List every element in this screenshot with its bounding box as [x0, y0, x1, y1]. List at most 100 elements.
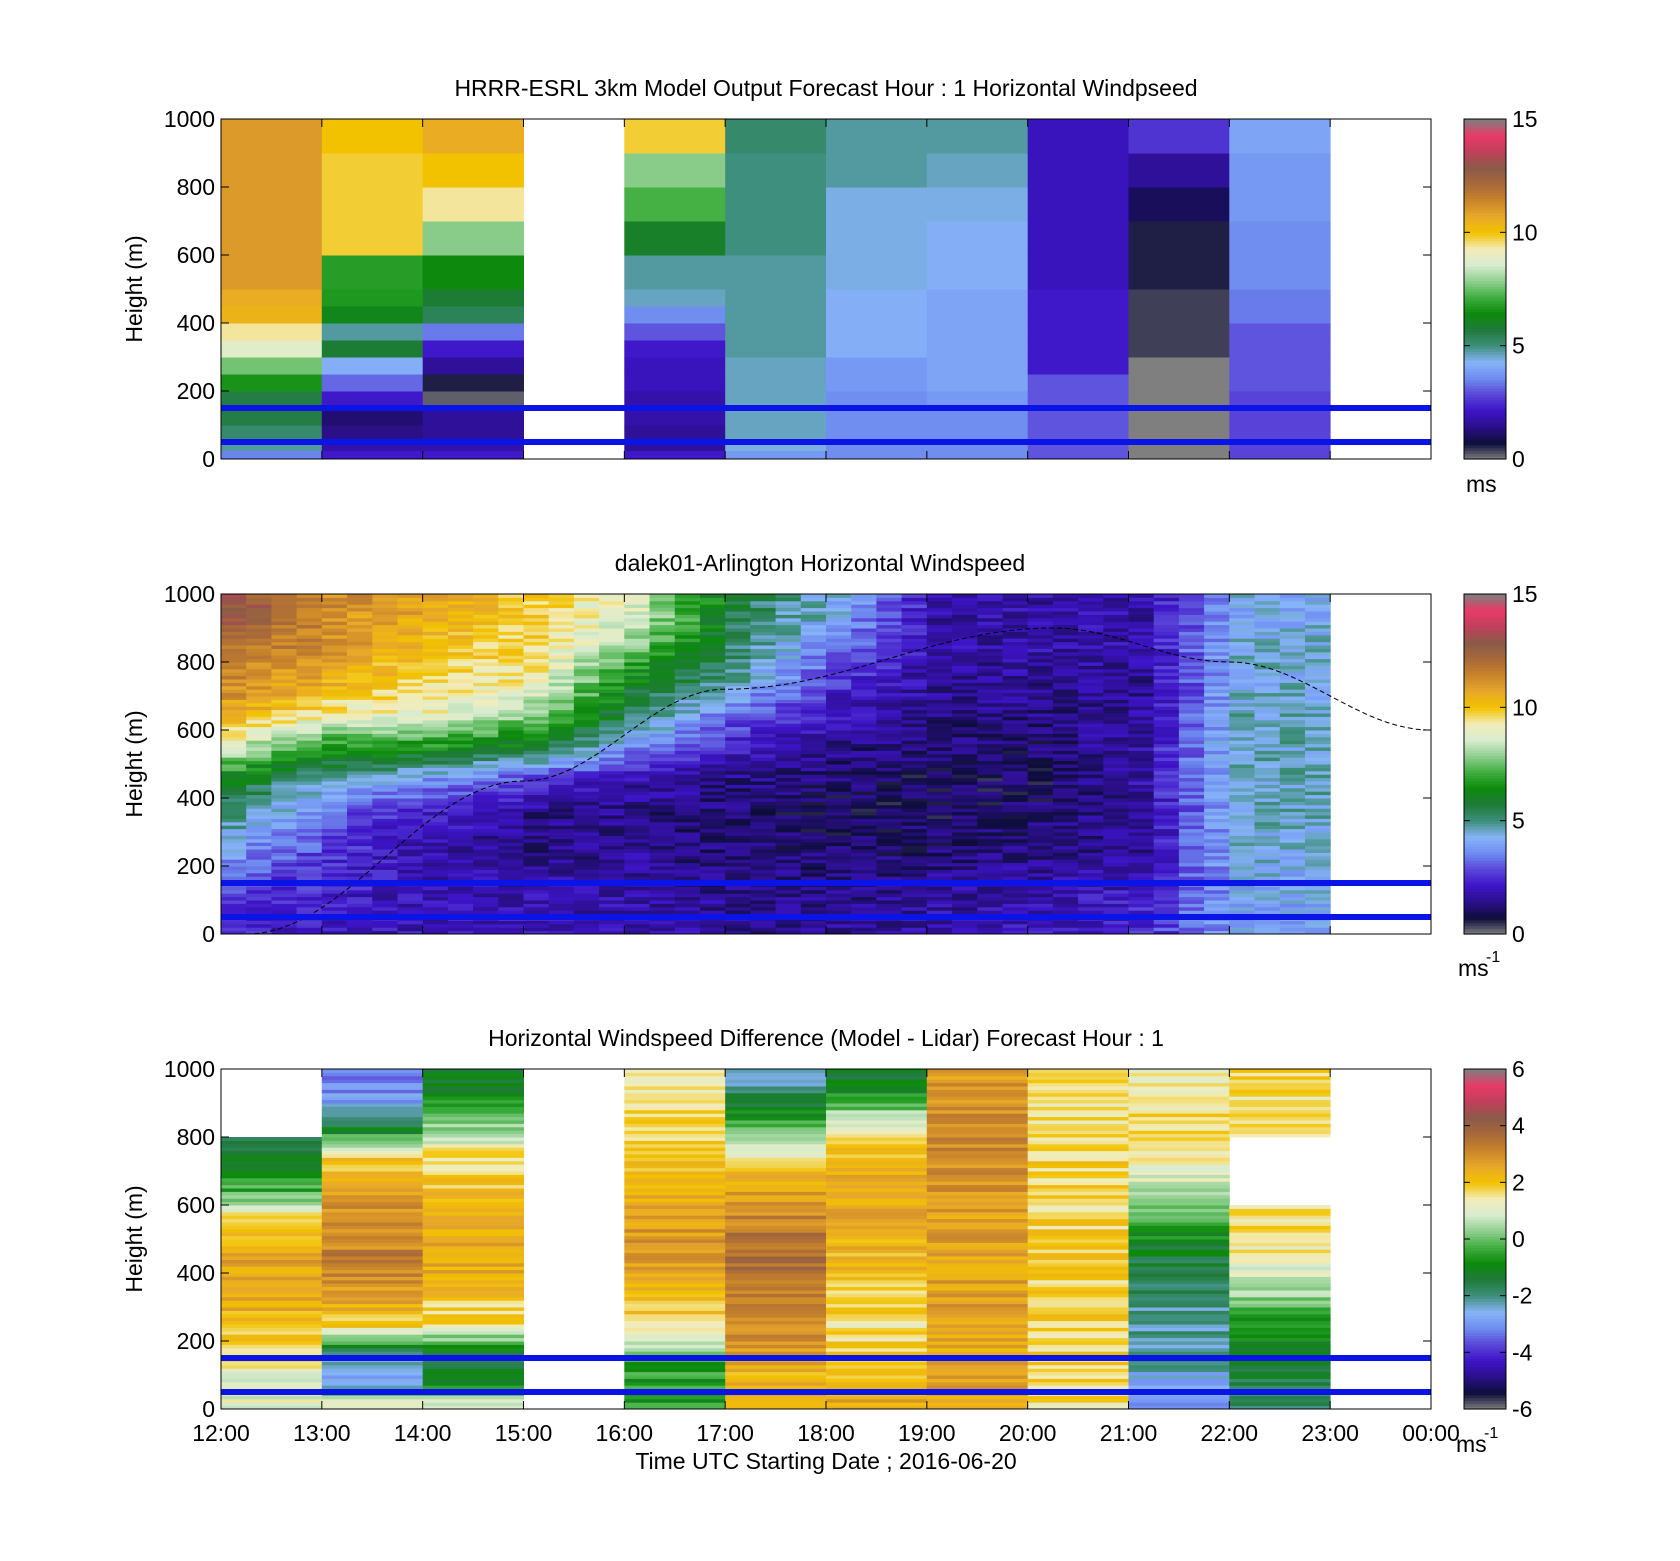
heatmap-cell — [548, 787, 575, 792]
heatmap-cell — [473, 821, 499, 826]
heatmap-cell — [1254, 774, 1281, 779]
heatmap-cell — [901, 699, 928, 704]
heatmap-cell — [271, 767, 298, 772]
heatmap-cell — [447, 641, 474, 646]
heatmap-cell — [397, 838, 424, 843]
heatmap-cell — [750, 910, 777, 915]
heatmap-cell — [649, 842, 676, 847]
heatmap-cell — [876, 838, 903, 843]
heatmap-cell — [1305, 658, 1331, 663]
heatmap-cell — [1305, 872, 1331, 877]
heatmap-cell — [1103, 631, 1129, 636]
colorbar-segment — [1464, 687, 1506, 691]
heatmap-cell — [347, 852, 373, 857]
heatmap-cell — [422, 621, 449, 626]
heatmap-cell — [321, 825, 348, 830]
heatmap-cell — [422, 794, 449, 799]
heatmap-cell — [271, 760, 298, 765]
heatmap-cell — [1254, 634, 1281, 639]
heatmap-cell — [700, 832, 726, 836]
heatmap-cell — [952, 889, 978, 894]
heatmap-cell — [800, 689, 827, 694]
heatmap-cell — [1153, 685, 1180, 690]
colorbar-segment — [1464, 616, 1506, 621]
heatmap-cell — [397, 645, 424, 649]
heatmap-cell — [1027, 740, 1054, 745]
heatmap-cell — [851, 617, 877, 622]
heatmap-cell — [901, 910, 928, 915]
heatmap-cell — [397, 651, 424, 656]
heatmap-cell — [1153, 692, 1180, 697]
boundary-layer-curve-path — [246, 627, 1431, 934]
heatmap-cell — [1229, 408, 1331, 426]
heatmap-cell — [548, 859, 575, 864]
panel-difference: Horizontal Windspeed Difference (Model -… — [121, 1025, 1533, 1474]
heatmap-cell — [347, 866, 373, 870]
heatmap-cell — [1103, 628, 1129, 632]
heatmap-cell — [926, 760, 953, 765]
heatmap-cell — [599, 764, 625, 768]
heatmap-cell — [1153, 638, 1180, 643]
heatmap-cell — [599, 791, 625, 796]
heatmap-cell — [826, 923, 852, 928]
heatmap-cell — [1078, 849, 1104, 853]
heatmap-cell — [1052, 604, 1079, 609]
heatmap-cell — [876, 872, 903, 877]
heatmap-cell — [1027, 774, 1054, 779]
heatmap-cell — [1052, 682, 1079, 687]
heatmap-cell — [851, 838, 877, 843]
heatmap-cell — [573, 774, 600, 779]
heatmap-cell — [1305, 607, 1331, 612]
heatmap-cell — [926, 638, 953, 643]
heatmap-cell — [1229, 597, 1255, 602]
heatmap-cell — [397, 801, 424, 806]
heatmap-cell — [674, 876, 701, 881]
heatmap-cell — [851, 862, 877, 867]
heatmap-cell — [473, 747, 499, 751]
heatmap-cell — [523, 825, 550, 830]
heatmap-cell — [523, 893, 550, 898]
heatmap-cell — [800, 838, 827, 843]
heatmap-cell — [1229, 645, 1255, 649]
heatmap-cell — [977, 713, 1003, 717]
heatmap-cell — [271, 855, 298, 860]
heatmap-cell — [1027, 760, 1054, 765]
heatmap-cell — [573, 906, 600, 911]
heatmap-cell — [674, 859, 701, 864]
heatmap-cell — [1229, 685, 1255, 690]
heatmap-cell — [1254, 743, 1281, 748]
heatmap-cell — [926, 906, 953, 911]
heatmap-cell — [977, 665, 1003, 670]
heatmap-cell — [548, 607, 575, 612]
heatmap-cell — [397, 753, 424, 758]
heatmap-cell — [1178, 645, 1205, 649]
heatmap-cell — [347, 716, 373, 721]
heatmap-cell — [397, 611, 424, 615]
heatmap-cell — [599, 638, 625, 643]
heatmap-cell — [725, 726, 751, 731]
heatmap-cell — [599, 798, 625, 802]
heatmap-cell — [347, 821, 373, 826]
heatmap-cell — [599, 651, 625, 656]
heatmap-cell — [1078, 893, 1104, 898]
heatmap-cell — [498, 747, 524, 751]
heatmap-cell — [296, 889, 323, 894]
heatmap-cell — [700, 614, 726, 619]
heatmap-cell — [876, 597, 903, 602]
heatmap-cell — [952, 777, 978, 782]
heatmap-cell — [271, 784, 298, 789]
heatmap-cell — [473, 859, 499, 864]
heatmap-cell — [1128, 910, 1155, 915]
heatmap-cell — [573, 594, 600, 598]
heatmap-cell — [473, 811, 499, 816]
heatmap-cell — [700, 770, 726, 775]
heatmap-cell — [800, 798, 827, 802]
heatmap-cell — [1128, 767, 1155, 772]
heatmap-cell — [926, 709, 953, 714]
heatmap-cell — [422, 777, 449, 782]
heatmap-cell — [725, 733, 751, 738]
heatmap-cell — [548, 781, 575, 785]
heatmap-cell — [826, 679, 852, 683]
heatmap-cell — [1027, 672, 1054, 677]
heatmap-cell — [624, 442, 726, 451]
